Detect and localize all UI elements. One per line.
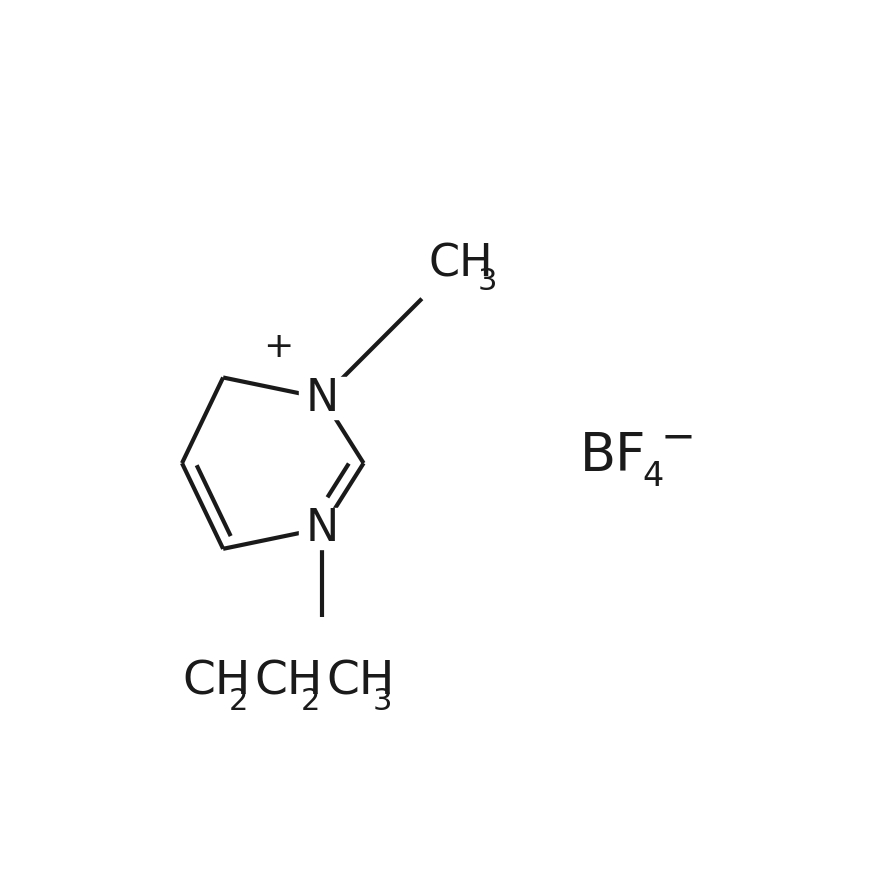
- Text: 3: 3: [478, 267, 498, 296]
- Text: CH: CH: [326, 660, 394, 705]
- Text: 4: 4: [643, 460, 664, 493]
- Text: 3: 3: [373, 687, 392, 716]
- Bar: [298, 377, 346, 418]
- Text: CH: CH: [254, 660, 322, 705]
- Text: CH: CH: [182, 660, 250, 705]
- Text: 2: 2: [229, 687, 248, 716]
- Text: CH: CH: [429, 243, 493, 286]
- Text: N: N: [306, 506, 339, 550]
- Text: −: −: [660, 417, 695, 458]
- Text: 2: 2: [301, 687, 320, 716]
- Text: +: +: [263, 329, 293, 364]
- Text: N: N: [306, 376, 339, 419]
- Text: BF: BF: [579, 430, 646, 482]
- Bar: [298, 507, 346, 549]
